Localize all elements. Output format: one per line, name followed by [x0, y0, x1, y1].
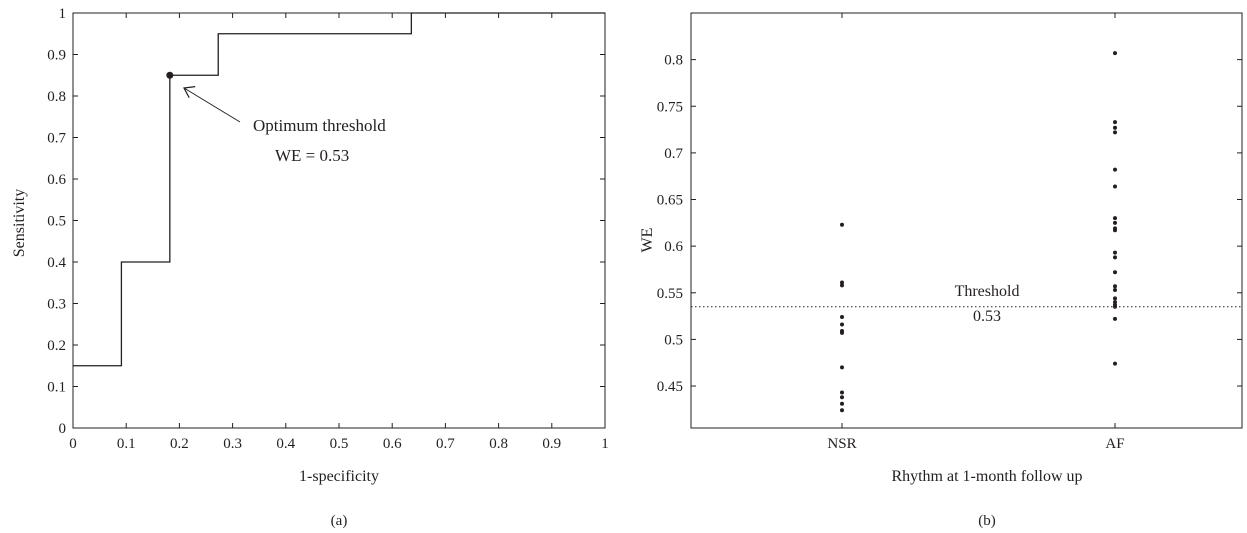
- we-data-point-af: [1113, 300, 1117, 305]
- roc-x-axis-title: 1-specificity: [299, 468, 379, 485]
- we-data-point-af: [1113, 120, 1117, 125]
- roc-y-tick-label: 0.5: [47, 214, 66, 230]
- we-data-point-nsr: [840, 390, 844, 395]
- we-y-axis-title: WE: [639, 228, 656, 253]
- we-y-axis-ticks: 0.45 0.5 0.55 0.6 0.65 0.7 0.75 0.8: [657, 53, 1242, 395]
- we-data-point-af: [1113, 304, 1117, 309]
- we-y-tick-label: 0.5: [664, 332, 683, 348]
- optimum-threshold-value: WE = 0.53: [275, 146, 349, 165]
- we-data-point-af: [1113, 255, 1117, 260]
- roc-y-tick-label: 0.2: [47, 338, 66, 354]
- roc-x-tick-label: 0.7: [436, 436, 455, 452]
- we-data-point-af: [1113, 220, 1117, 225]
- roc-curve-line: [73, 12, 605, 367]
- optimum-threshold-label: Optimum threshold: [253, 116, 386, 135]
- roc-y-tick-label: 0: [59, 421, 67, 437]
- we-data-point-nsr: [840, 408, 844, 413]
- we-data-point-af: [1113, 51, 1117, 56]
- we-data-point-af: [1113, 316, 1117, 321]
- roc-y-axis-title: Sensitivity: [11, 189, 28, 257]
- we-data-point-af: [1113, 287, 1117, 292]
- we-data-point-nsr: [840, 395, 844, 400]
- roc-x-tick-label: 0.1: [117, 436, 136, 452]
- roc-y-tick-label: 0.4: [47, 255, 66, 271]
- optimum-threshold-point: [166, 71, 174, 79]
- roc-x-tick-label: 0.3: [223, 436, 242, 452]
- we-data-point-af: [1113, 184, 1117, 189]
- we-data-point-af: [1113, 250, 1117, 255]
- we-scatter-panel: 0.45 0.5 0.55 0.6 0.65 0.7 0.75 0.8 NSR AF Thres…: [639, 12, 1243, 529]
- we-y-tick-label: 0.65: [657, 193, 683, 209]
- roc-y-tick-label: 0.6: [47, 172, 66, 188]
- roc-y-tick-label: 0.1: [47, 380, 66, 396]
- roc-y-axis-ticks: 0 0.1 0.2 0.3 0.4 0.5 0.6 0.7 0.8 0.9 1: [47, 6, 605, 437]
- we-data-point-nsr: [840, 330, 844, 335]
- we-data-point-af: [1113, 130, 1117, 135]
- we-x-axis-ticks: NSR AF: [827, 13, 1125, 452]
- we-data-point-nsr: [840, 280, 844, 285]
- we-y-tick-label: 0.8: [664, 53, 683, 69]
- we-y-tick-label: 0.7: [664, 146, 683, 162]
- roc-x-axis-ticks: 0 0.1 0.2 0.3 0.4 0.5 0.6 0.7 0.8 0.9 1: [69, 13, 609, 452]
- we-data-point-af: [1113, 125, 1117, 130]
- we-plot-frame: [690, 12, 1243, 429]
- we-data-point-af: [1113, 270, 1117, 275]
- we-data-point-af: [1113, 361, 1117, 366]
- roc-y-tick-label: 0.8: [47, 89, 66, 105]
- threshold-value-label: 0.53: [973, 308, 1001, 325]
- roc-x-tick-label: 0.8: [489, 436, 508, 452]
- we-data-point-nsr: [840, 401, 844, 406]
- we-y-tick-label: 0.6: [664, 239, 683, 255]
- we-data-point-nsr: [840, 322, 844, 327]
- roc-x-tick-label: 0.6: [383, 436, 402, 452]
- roc-y-tick-label: 0.7: [47, 131, 66, 147]
- roc-x-tick-label: 0.9: [542, 436, 561, 452]
- roc-x-tick-label: 0: [69, 436, 77, 452]
- we-data-point-af: [1113, 284, 1117, 289]
- we-x-axis-title: Rhythm at 1-month follow up: [891, 468, 1082, 485]
- threshold-label: Threshold: [955, 283, 1020, 300]
- we-x-tick-label: NSR: [827, 436, 856, 452]
- we-data-points: [840, 51, 1117, 413]
- panel-label-a: (a): [331, 513, 348, 529]
- optimum-threshold-arrow: [183, 86, 241, 123]
- roc-x-tick-label: 0.5: [330, 436, 349, 452]
- we-y-tick-label: 0.55: [657, 286, 683, 302]
- roc-x-tick-label: 0.2: [170, 436, 189, 452]
- we-data-point-nsr: [840, 283, 844, 288]
- we-data-point-af: [1113, 296, 1117, 301]
- roc-y-tick-label: 0.9: [47, 48, 66, 64]
- roc-y-tick-label: 1: [59, 6, 67, 22]
- we-data-point-nsr: [840, 365, 844, 370]
- we-x-tick-label: AF: [1105, 436, 1124, 452]
- we-data-point-af: [1113, 167, 1117, 172]
- we-y-tick-label: 0.75: [657, 99, 683, 115]
- we-y-tick-label: 0.45: [657, 379, 683, 395]
- roc-curve-panel: 0 0.1 0.2 0.3 0.4 0.5 0.6 0.7 0.8 0.9 1 0 0.1 0.2 0.3…: [11, 6, 609, 529]
- we-data-point-af: [1113, 216, 1117, 221]
- roc-x-tick-label: 0.4: [276, 436, 295, 452]
- panel-label-b: (b): [978, 513, 996, 529]
- we-data-point-af: [1113, 228, 1117, 233]
- roc-x-tick-label: 1: [601, 436, 609, 452]
- we-data-point-nsr: [840, 222, 844, 227]
- roc-plot-frame: [72, 12, 606, 429]
- we-data-point-nsr: [840, 315, 844, 320]
- roc-y-tick-label: 0.3: [47, 297, 66, 313]
